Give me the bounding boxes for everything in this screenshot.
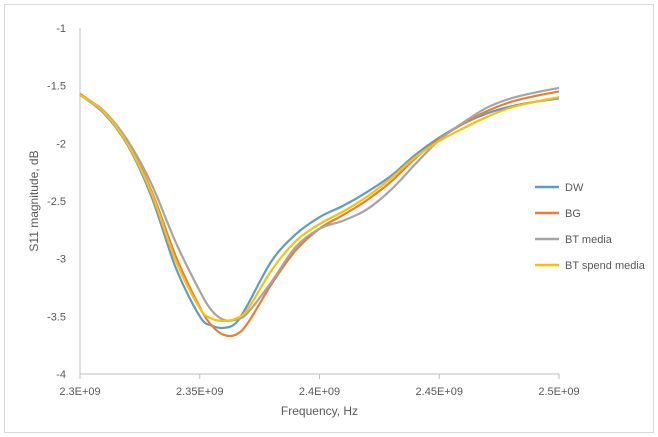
legend-label-dw: DW bbox=[565, 182, 584, 194]
x-tick-label: 2.5E+09 bbox=[538, 386, 579, 398]
legend-label-bt-media: BT media bbox=[565, 234, 613, 246]
y-tick-label: -2.5 bbox=[47, 196, 66, 208]
series-line-bt-spend-media bbox=[79, 93, 560, 323]
legend-label-bg: BG bbox=[565, 208, 581, 220]
x-tick-label: 2.45E+09 bbox=[416, 386, 463, 398]
y-tick-label: -2 bbox=[56, 138, 66, 150]
y-tick-label: -1 bbox=[56, 23, 66, 35]
y-tick-label: -3 bbox=[56, 254, 66, 266]
series-line-dw bbox=[79, 94, 560, 330]
x-tick-label: 2.3E+09 bbox=[59, 386, 100, 398]
x-tick-label: 2.4E+09 bbox=[299, 386, 340, 398]
legend-label-bt-spend-media: BT spend media bbox=[565, 260, 646, 272]
y-axis-title: S11 magnitude, dB bbox=[27, 150, 41, 251]
y-tick-label: -3.5 bbox=[47, 311, 66, 323]
series-line-bg bbox=[79, 90, 560, 338]
y-tick-label: -1.5 bbox=[47, 81, 66, 93]
x-tick-label: 2.35E+09 bbox=[176, 386, 223, 398]
y-tick-label: -4 bbox=[56, 369, 66, 381]
series-line-bt-media bbox=[79, 86, 560, 322]
x-axis-title: Frequency, Hz bbox=[281, 404, 358, 418]
